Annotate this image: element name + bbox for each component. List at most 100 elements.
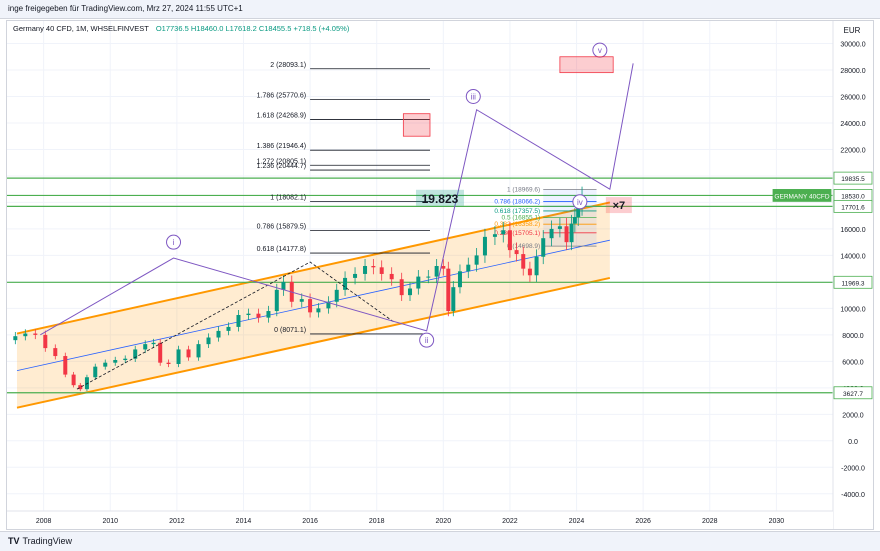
- elliott-wave-path: [40, 63, 634, 336]
- price-tag-text: 3627.7: [843, 391, 863, 398]
- candle-body: [71, 374, 76, 386]
- target-zone-box: [402, 113, 431, 137]
- candle-body: [466, 264, 471, 272]
- price-tag-box: [772, 189, 832, 202]
- candle-body: [541, 238, 546, 257]
- year-tick-label: 2016: [302, 518, 318, 525]
- candle-body: [426, 276, 431, 278]
- price-tick-label: -2000.0: [841, 465, 865, 472]
- candle-body: [246, 313, 251, 315]
- price-tick-label: 28000.0: [840, 68, 865, 75]
- candle-body: [363, 266, 368, 274]
- candle-body: [216, 330, 221, 338]
- price-tick-label: 10000.0: [840, 306, 865, 313]
- candle-body: [521, 254, 526, 269]
- fib-level-label: 1.786 (25770.6): [257, 93, 306, 100]
- candle-body: [474, 255, 479, 265]
- candle-body: [23, 333, 28, 337]
- candle-body: [186, 349, 191, 358]
- fib-retracement-label: 0.618 (17357.5): [494, 208, 540, 215]
- fib-retracement-label: 1 (18969.6): [507, 187, 540, 194]
- fib-level-label: 2 (28093.1): [270, 62, 306, 69]
- wave-label: ii: [425, 336, 429, 345]
- annotation-19823-bg: [415, 189, 464, 206]
- wave-label-circle: [465, 88, 481, 104]
- candle-body: [308, 299, 313, 313]
- fibonacci-extension: 2 (28093.1) 1.786 (25770.6) 1.618 (24268.9…: [257, 62, 430, 335]
- fib-retracement-label: 0.5 (16855.1): [502, 215, 541, 222]
- fib-level-label: 1 (18082.1): [270, 194, 306, 201]
- year-tick-label: 2026: [635, 518, 651, 525]
- price-tag-box: [833, 386, 873, 400]
- price-tick-label: 0.0: [848, 439, 858, 446]
- price-tag-text: 11969.3: [841, 280, 864, 287]
- wave-label: v: [598, 46, 602, 55]
- candle-body: [501, 230, 506, 235]
- published-header: inge freigegeben für TradingView.com, Mr…: [0, 0, 880, 19]
- price-tag-text: 19835.5: [841, 176, 865, 183]
- time-axis-labels: 2008 2010 2012 2014 2016 2018 2020 2022 2024 2026…: [36, 518, 784, 525]
- candle-body: [527, 268, 532, 276]
- candle-body: [123, 358, 128, 361]
- price-series: [13, 186, 585, 392]
- regression-channel: [16, 201, 611, 409]
- price-tick-label: 26000.0: [840, 94, 865, 101]
- channel-lower-line: [16, 276, 611, 409]
- price-tag-text: 18530.0: [841, 193, 865, 200]
- price-axis[interactable]: [833, 21, 873, 529]
- candle-body: [274, 289, 279, 312]
- wave-label: i: [173, 238, 175, 247]
- symbol-title: Germany 40 CFD, 1M, WHSELFINVEST: [13, 24, 149, 33]
- candle-body: [399, 279, 404, 296]
- tradingview-logo[interactable]: TV TradingView: [8, 536, 72, 546]
- wave-label: iii: [471, 92, 477, 101]
- candle-body: [371, 266, 376, 268]
- fib-level-label: 1.272 (20805.1): [257, 158, 306, 165]
- candle-body: [78, 385, 83, 390]
- candle-body: [557, 226, 562, 229]
- price-tag-text: GERMANY 40CFD: [774, 193, 829, 200]
- candle-body: [299, 299, 304, 302]
- wave-label-circle: [419, 332, 435, 348]
- price-tick-label: 2000.0: [842, 412, 864, 419]
- chart-frame[interactable]: 2 (28093.1) 1.786 (25770.6) 1.618 (24268.9…: [6, 20, 874, 530]
- ohlc-values: O17736.5 H18460.0 L17618.2 C18455.5 +718…: [156, 24, 350, 33]
- published-text: inge freigegeben für TradingView.com, Mr…: [8, 4, 243, 13]
- symbol-line: Germany 40 CFD, 1M, WHSELFINVEST O17736.…: [13, 24, 350, 33]
- candle-body: [514, 250, 519, 255]
- candle-body: [53, 348, 58, 357]
- candle-body: [316, 308, 321, 313]
- year-tick-label: 2022: [502, 518, 518, 525]
- badge-x7-bg: [605, 197, 632, 214]
- wave-label-circle: [166, 234, 182, 250]
- year-tick-label: 2014: [236, 518, 252, 525]
- candle-body: [572, 217, 577, 224]
- footer-bar: TV TradingView: [0, 531, 880, 551]
- fib-level-label: 0.786 (15879.5): [257, 224, 306, 231]
- candle-body: [281, 281, 286, 290]
- candle-body: [482, 236, 487, 256]
- time-axis[interactable]: [7, 511, 833, 529]
- price-tag-box: [833, 275, 873, 289]
- channel-upper-line: [16, 201, 611, 335]
- brand-name: TradingView: [22, 536, 73, 546]
- candle-body: [176, 349, 181, 364]
- plot-background: [7, 21, 873, 529]
- candle-body: [353, 273, 358, 278]
- candle-body: [416, 276, 421, 289]
- candle-body: [564, 226, 569, 243]
- price-chart[interactable]: 2 (28093.1) 1.786 (25770.6) 1.618 (24268.9…: [7, 21, 873, 529]
- fib-level-label: 1.618 (24268.9): [257, 112, 306, 119]
- candle-body: [113, 360, 118, 363]
- candle-body: [43, 334, 48, 349]
- price-tick-label: 24000.0: [840, 121, 865, 128]
- fib-retracement-label: 0.236 (15705.1): [494, 230, 540, 237]
- fib-level-label: 0.618 (14177.8): [257, 246, 306, 253]
- candle-body: [266, 311, 271, 318]
- currency-label: EUR: [844, 26, 861, 35]
- horizontal-levels: [7, 177, 833, 394]
- candle-body: [196, 344, 201, 358]
- candle-body: [457, 271, 462, 288]
- fib-level-label: 1.236 (20444.7): [257, 163, 306, 170]
